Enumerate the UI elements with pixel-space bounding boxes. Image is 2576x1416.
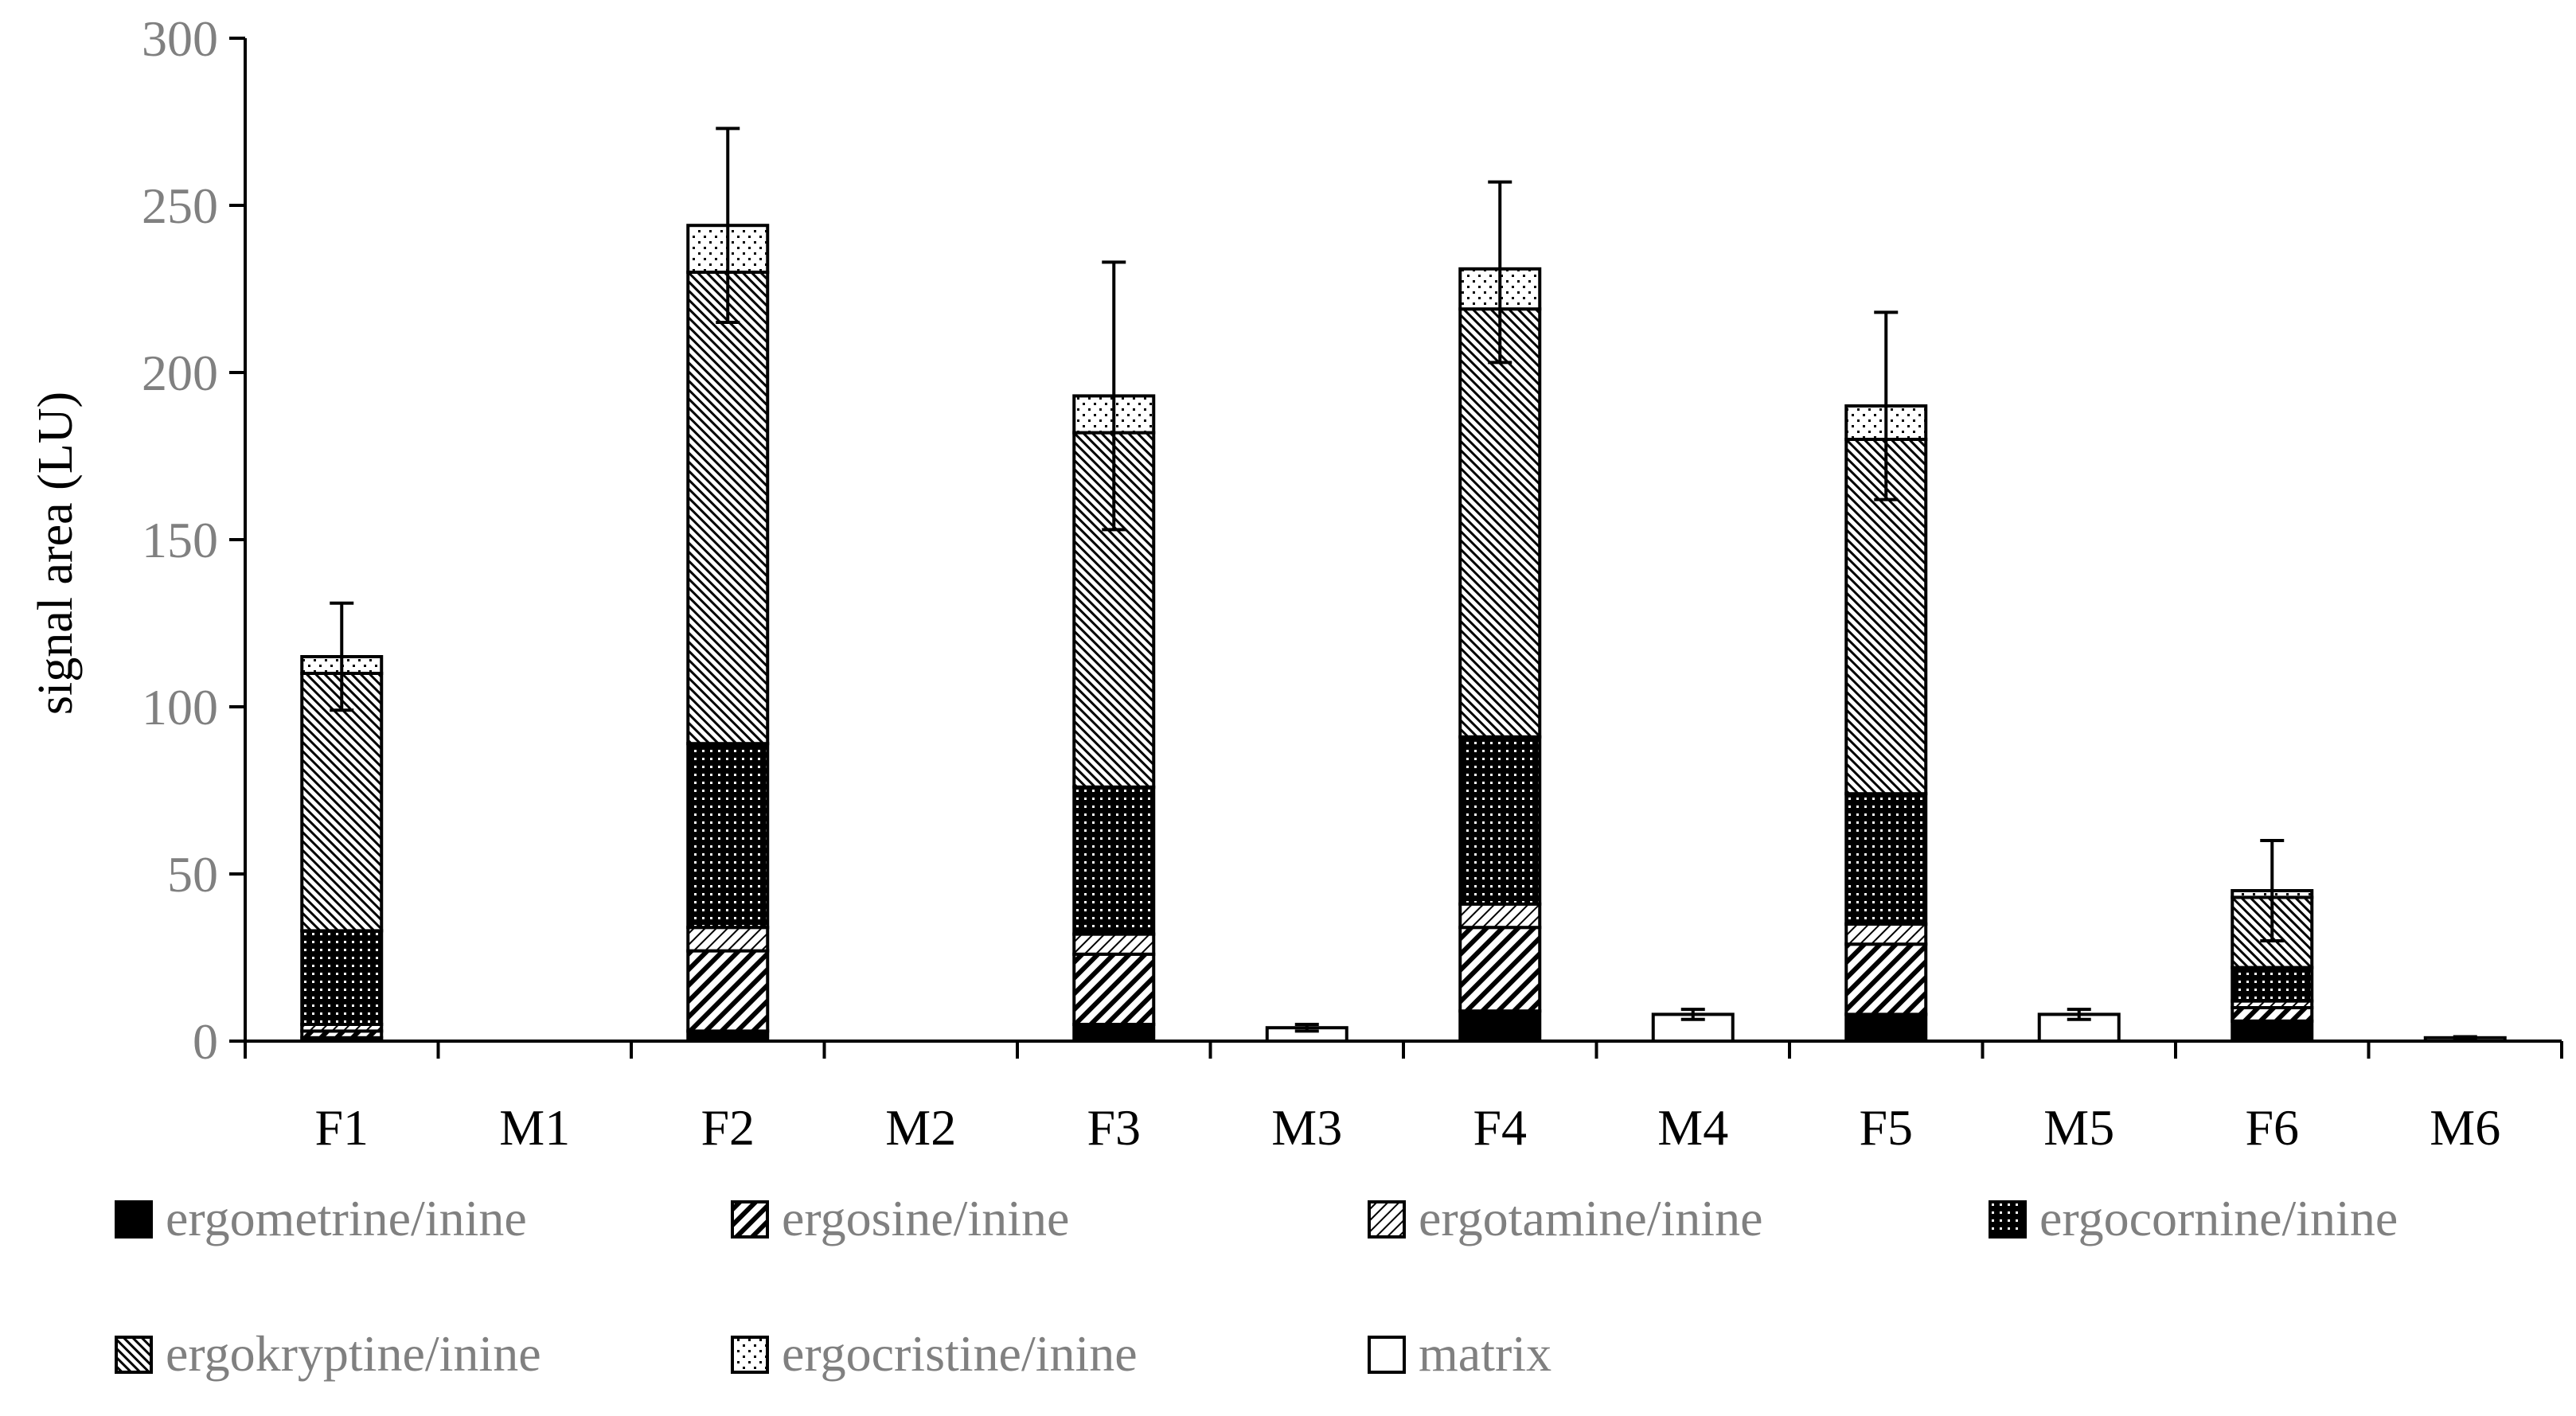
bar-segment-f1-3 [300, 929, 384, 1027]
legend-swatch-matrix [1368, 1336, 1406, 1374]
x-tick-label-m5: M5 [2043, 1099, 2114, 1156]
legend-swatch-ergocornine-inine [1989, 1200, 2027, 1239]
x-tick-label-m4: M4 [1657, 1099, 1728, 1156]
bar-segment-f1-4 [300, 672, 384, 933]
legend: ergometrine/inine ergosine/inine ergotamin… [115, 1190, 2398, 1382]
x-tick-label-f6: F6 [2245, 1099, 2299, 1156]
x-tick-label-f4: F4 [1473, 1099, 1527, 1156]
x-tick-label-m6: M6 [2430, 1099, 2500, 1156]
legend-label-ergocristine-inine: ergocristine/inine [782, 1325, 1138, 1382]
y-tick-label-200: 200 [142, 345, 218, 401]
bar-segment-f4-3 [1458, 735, 1542, 906]
x-tick-label-m1: M1 [499, 1099, 570, 1156]
bar-segment-f3-2 [1072, 932, 1156, 956]
legend-label-ergotamine-inine: ergotamine/inine [1419, 1190, 1762, 1246]
legend-swatch-ergosine-inine [731, 1200, 769, 1239]
x-tick-label-m3: M3 [1271, 1099, 1342, 1156]
y-tick-label-150: 150 [142, 512, 218, 568]
bar-segment-f6-3 [2231, 965, 2314, 1003]
bar-segment-f4-1 [1458, 926, 1542, 1013]
y-tick-label-0: 0 [193, 1013, 218, 1070]
legend-label-ergometrine-inine: ergometrine/inine [166, 1190, 527, 1246]
bar-segment-f5-2 [1844, 923, 1928, 946]
legend-label-ergosine-inine: ergosine/inine [782, 1190, 1069, 1246]
bar-segment-f2-3 [686, 742, 770, 930]
y-tick-label-100: 100 [142, 679, 218, 735]
bar-segment-f4-0 [1458, 1009, 1542, 1043]
bar-segment-f4-4 [1458, 307, 1542, 739]
bar-segment-f3-3 [1072, 785, 1156, 936]
bar-segment-f2-2 [686, 926, 770, 953]
legend-swatch-ergocristine-inine [731, 1336, 769, 1374]
legend-label-ergokryptine-inine: ergokryptine/inine [166, 1325, 541, 1382]
bar-segment-f5-1 [1844, 942, 1928, 1016]
y-tick-label-250: 250 [142, 177, 218, 234]
bar-segment-f6-1 [2231, 1006, 2314, 1023]
legend-swatch-ergometrine-inine [115, 1200, 153, 1239]
bar-segment-f3-0 [1072, 1023, 1156, 1043]
bar-segment-f2-4 [686, 271, 770, 746]
bar-segment-f4-2 [1458, 902, 1542, 930]
bar-segment-f5-0 [1844, 1012, 1928, 1043]
x-tick-label-f3: F3 [1087, 1099, 1141, 1156]
bar-segment-f3-4 [1072, 431, 1156, 789]
plot-area: F1 M1 F2 M2 F3 M3 F4 M4 F5 M5 F6 M6 0 50 100 150 200 250 3… [142, 10, 2563, 1156]
bar-segment-f5-3 [1844, 792, 1928, 926]
y-tick-label-300: 300 [142, 10, 218, 67]
x-tick-label-f2: F2 [701, 1099, 755, 1156]
legend-swatch-ergokryptine-inine [115, 1336, 153, 1374]
x-tick-label-f5: F5 [1859, 1099, 1913, 1156]
bar-segment-f2-1 [686, 949, 770, 1033]
x-tick-label-f1: F1 [314, 1099, 369, 1156]
x-tick-label-m2: M2 [885, 1099, 956, 1156]
y-axis-title: signal area (LU) [29, 392, 83, 715]
bar-segment-f6-0 [2231, 1019, 2314, 1043]
bar-segment-f3-1 [1072, 952, 1156, 1027]
legend-label-matrix: matrix [1419, 1325, 1551, 1382]
y-tick-label-50: 50 [167, 846, 218, 903]
legend-label-ergocornine-inine: ergocornine/inine [2039, 1190, 2398, 1246]
legend-swatch-ergotamine-inine [1368, 1200, 1406, 1239]
